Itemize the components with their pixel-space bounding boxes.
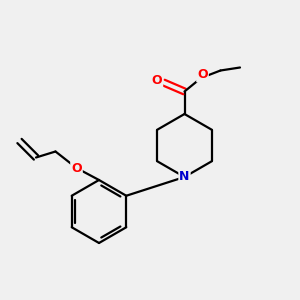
Text: O: O	[71, 161, 82, 175]
Text: O: O	[197, 68, 208, 82]
Text: N: N	[179, 170, 190, 184]
Text: O: O	[152, 74, 162, 88]
